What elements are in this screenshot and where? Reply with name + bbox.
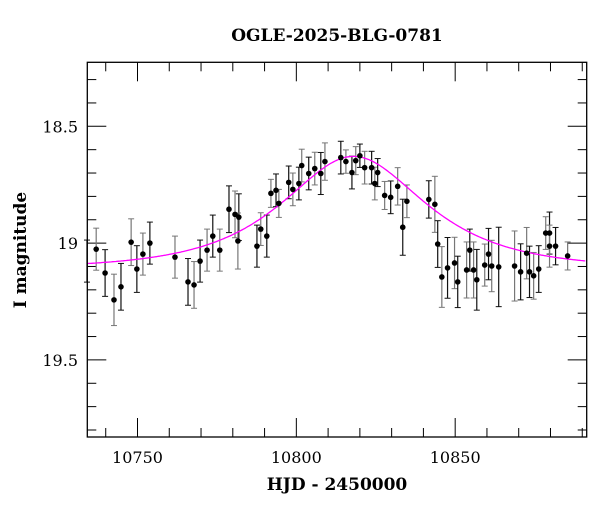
data-point — [463, 267, 470, 273]
y-axis-label: I magnitude — [11, 192, 31, 309]
data-point — [298, 162, 305, 169]
x-axis-label: HJD - 2450000 — [267, 475, 408, 495]
data-point — [343, 158, 349, 165]
data-point — [454, 279, 461, 285]
data-point — [147, 240, 153, 246]
data-point — [305, 170, 312, 177]
data-point — [439, 274, 445, 280]
data-point — [263, 233, 270, 239]
data-point — [102, 270, 108, 276]
data-point — [357, 152, 363, 159]
data-point — [526, 269, 533, 275]
data-point — [394, 183, 401, 190]
data-point — [93, 246, 99, 252]
data-point — [338, 154, 344, 161]
data-point — [349, 169, 355, 176]
data-point — [404, 198, 410, 205]
data-point — [273, 187, 279, 194]
data-point — [296, 180, 302, 187]
data-point — [552, 243, 559, 249]
data-point — [485, 251, 492, 257]
data-point — [466, 247, 473, 253]
x-tick-label: 10800 — [271, 448, 322, 467]
data-point — [216, 247, 223, 253]
data-point — [209, 233, 216, 239]
data-point — [535, 266, 542, 272]
data-point — [191, 282, 197, 288]
data-point — [128, 239, 134, 245]
plot-frame — [86, 61, 588, 438]
y-tick-label: 19.5 — [42, 351, 78, 370]
data-point — [236, 214, 242, 220]
data-point — [473, 276, 480, 283]
data-points — [93, 152, 571, 303]
data-point — [495, 264, 502, 270]
y-tick-label: 19 — [58, 234, 78, 253]
data-point — [546, 243, 553, 249]
data-point — [197, 258, 203, 264]
data-point — [564, 253, 571, 259]
data-point — [523, 250, 530, 256]
data-point — [118, 283, 124, 290]
data-point — [372, 180, 378, 187]
data-point — [546, 230, 553, 236]
data-point — [426, 196, 432, 203]
axis-ticks — [87, 62, 587, 437]
data-point — [290, 186, 296, 193]
model-curve — [87, 155, 586, 265]
y-tick-label: 18.5 — [42, 117, 78, 136]
data-point — [285, 179, 292, 186]
data-point — [276, 200, 282, 207]
data-point — [361, 164, 368, 171]
data-point — [517, 269, 524, 275]
error-bars — [83, 140, 571, 327]
tick-labels: 10750 10800 10850 18.5 19 19.5 — [42, 117, 480, 467]
data-point — [368, 164, 375, 171]
data-point — [134, 266, 140, 272]
data-point — [311, 165, 318, 172]
data-point — [399, 224, 406, 231]
x-tick-label: 10750 — [112, 448, 163, 467]
data-point — [254, 243, 260, 249]
data-point — [511, 263, 518, 269]
data-point — [432, 201, 438, 208]
data-point — [257, 226, 264, 232]
data-point — [140, 251, 146, 257]
data-point — [481, 262, 488, 268]
data-point — [172, 254, 178, 260]
data-point — [381, 192, 388, 199]
chart-title: OGLE-2025-BLG-0781 — [231, 26, 443, 46]
data-point — [434, 241, 441, 247]
data-point — [530, 273, 537, 279]
data-point — [268, 190, 274, 197]
data-point — [317, 170, 324, 177]
data-point — [488, 263, 495, 269]
data-point — [352, 157, 359, 164]
data-point — [387, 194, 394, 201]
data-point — [374, 169, 381, 176]
data-point — [235, 238, 241, 244]
data-point — [444, 265, 451, 271]
data-point — [111, 297, 117, 303]
data-point — [204, 247, 210, 253]
data-point — [185, 279, 191, 285]
data-point — [226, 206, 232, 213]
data-point — [322, 158, 328, 165]
data-point — [451, 260, 458, 266]
x-tick-label: 10850 — [430, 448, 481, 467]
data-point — [470, 267, 477, 273]
